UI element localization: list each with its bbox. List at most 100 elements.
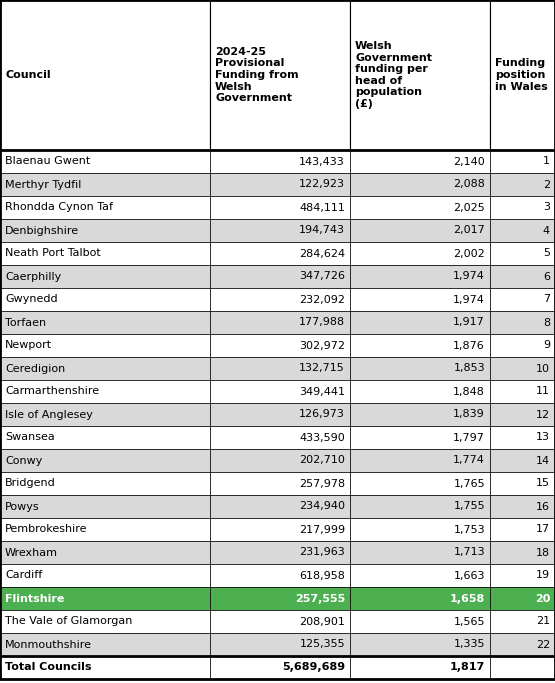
Text: 231,963: 231,963 <box>299 548 345 557</box>
Bar <box>210 541 350 564</box>
Bar <box>490 288 555 311</box>
Text: 1,848: 1,848 <box>453 387 485 397</box>
Text: Neath Port Talbot: Neath Port Talbot <box>5 249 101 258</box>
Text: 202,710: 202,710 <box>299 456 345 466</box>
Text: 1,797: 1,797 <box>453 432 485 443</box>
Bar <box>490 219 555 242</box>
Text: 1,658: 1,658 <box>450 594 485 604</box>
Text: 19: 19 <box>536 570 550 581</box>
Bar <box>210 449 350 472</box>
Bar <box>0 334 210 357</box>
Text: Wrexham: Wrexham <box>5 548 58 557</box>
Text: 2,025: 2,025 <box>453 202 485 212</box>
Bar <box>210 150 350 173</box>
Text: 17: 17 <box>536 525 550 535</box>
Text: 618,958: 618,958 <box>299 570 345 581</box>
Text: 1,876: 1,876 <box>453 341 485 350</box>
Text: 9: 9 <box>543 341 550 350</box>
Text: 7: 7 <box>543 294 550 305</box>
Bar <box>210 196 350 219</box>
Text: 1,974: 1,974 <box>453 294 485 305</box>
Bar <box>210 288 350 311</box>
Bar <box>350 633 490 656</box>
Text: 6: 6 <box>543 272 550 281</box>
Text: 21: 21 <box>536 617 550 626</box>
Bar <box>350 150 490 173</box>
Bar <box>490 472 555 495</box>
Text: 2,002: 2,002 <box>453 249 485 258</box>
Text: Monmouthshire: Monmouthshire <box>5 639 92 650</box>
Text: Funding
position
in Wales: Funding position in Wales <box>495 59 548 92</box>
Text: 15: 15 <box>536 479 550 488</box>
Text: 1,765: 1,765 <box>453 479 485 488</box>
Text: 5: 5 <box>543 249 550 258</box>
Bar <box>210 633 350 656</box>
Text: 208,901: 208,901 <box>299 617 345 626</box>
Text: The Vale of Glamorgan: The Vale of Glamorgan <box>5 617 133 626</box>
Text: 1,774: 1,774 <box>453 456 485 466</box>
Bar <box>210 0 350 150</box>
Bar <box>210 426 350 449</box>
Bar <box>0 518 210 541</box>
Text: 2,140: 2,140 <box>453 156 485 167</box>
Text: Total Councils: Total Councils <box>5 663 92 673</box>
Bar <box>210 334 350 357</box>
Text: Merthyr Tydfil: Merthyr Tydfil <box>5 180 82 189</box>
Bar <box>210 403 350 426</box>
Text: Caerphilly: Caerphilly <box>5 272 61 281</box>
Bar <box>350 403 490 426</box>
Text: 14: 14 <box>536 456 550 466</box>
Bar <box>0 357 210 380</box>
Bar <box>350 334 490 357</box>
Bar <box>210 587 350 610</box>
Text: 1,853: 1,853 <box>453 363 485 374</box>
Bar <box>210 173 350 196</box>
Text: 2,017: 2,017 <box>453 225 485 236</box>
Text: Council: Council <box>5 70 51 80</box>
Text: Denbighshire: Denbighshire <box>5 225 79 236</box>
Bar <box>490 150 555 173</box>
Bar <box>0 564 210 587</box>
Bar <box>350 265 490 288</box>
Bar <box>350 288 490 311</box>
Bar <box>490 403 555 426</box>
Bar <box>350 173 490 196</box>
Bar <box>490 173 555 196</box>
Text: 16: 16 <box>536 501 550 512</box>
Bar <box>0 288 210 311</box>
Bar <box>490 656 555 679</box>
Bar <box>490 587 555 610</box>
Bar <box>0 633 210 656</box>
Bar <box>490 449 555 472</box>
Bar <box>0 265 210 288</box>
Text: 4: 4 <box>543 225 550 236</box>
Bar <box>0 0 210 150</box>
Bar <box>490 242 555 265</box>
Bar <box>490 265 555 288</box>
Bar <box>350 472 490 495</box>
Bar <box>350 0 490 150</box>
Text: 284,624: 284,624 <box>299 249 345 258</box>
Bar <box>350 518 490 541</box>
Bar <box>350 564 490 587</box>
Bar <box>350 541 490 564</box>
Bar <box>350 357 490 380</box>
Text: 1,755: 1,755 <box>453 501 485 512</box>
Text: 217,999: 217,999 <box>299 525 345 535</box>
Text: 1,817: 1,817 <box>450 663 485 673</box>
Text: 125,355: 125,355 <box>299 639 345 650</box>
Bar <box>210 564 350 587</box>
Text: 5,689,689: 5,689,689 <box>282 663 345 673</box>
Bar <box>490 495 555 518</box>
Bar <box>0 242 210 265</box>
Text: 143,433: 143,433 <box>299 156 345 167</box>
Bar <box>0 380 210 403</box>
Text: 22: 22 <box>536 639 550 650</box>
Bar <box>210 518 350 541</box>
Text: 8: 8 <box>543 318 550 328</box>
Bar <box>350 242 490 265</box>
Text: Ceredigion: Ceredigion <box>5 363 65 374</box>
Text: 347,726: 347,726 <box>299 272 345 281</box>
Text: Carmarthenshire: Carmarthenshire <box>5 387 99 397</box>
Text: 2,088: 2,088 <box>453 180 485 189</box>
